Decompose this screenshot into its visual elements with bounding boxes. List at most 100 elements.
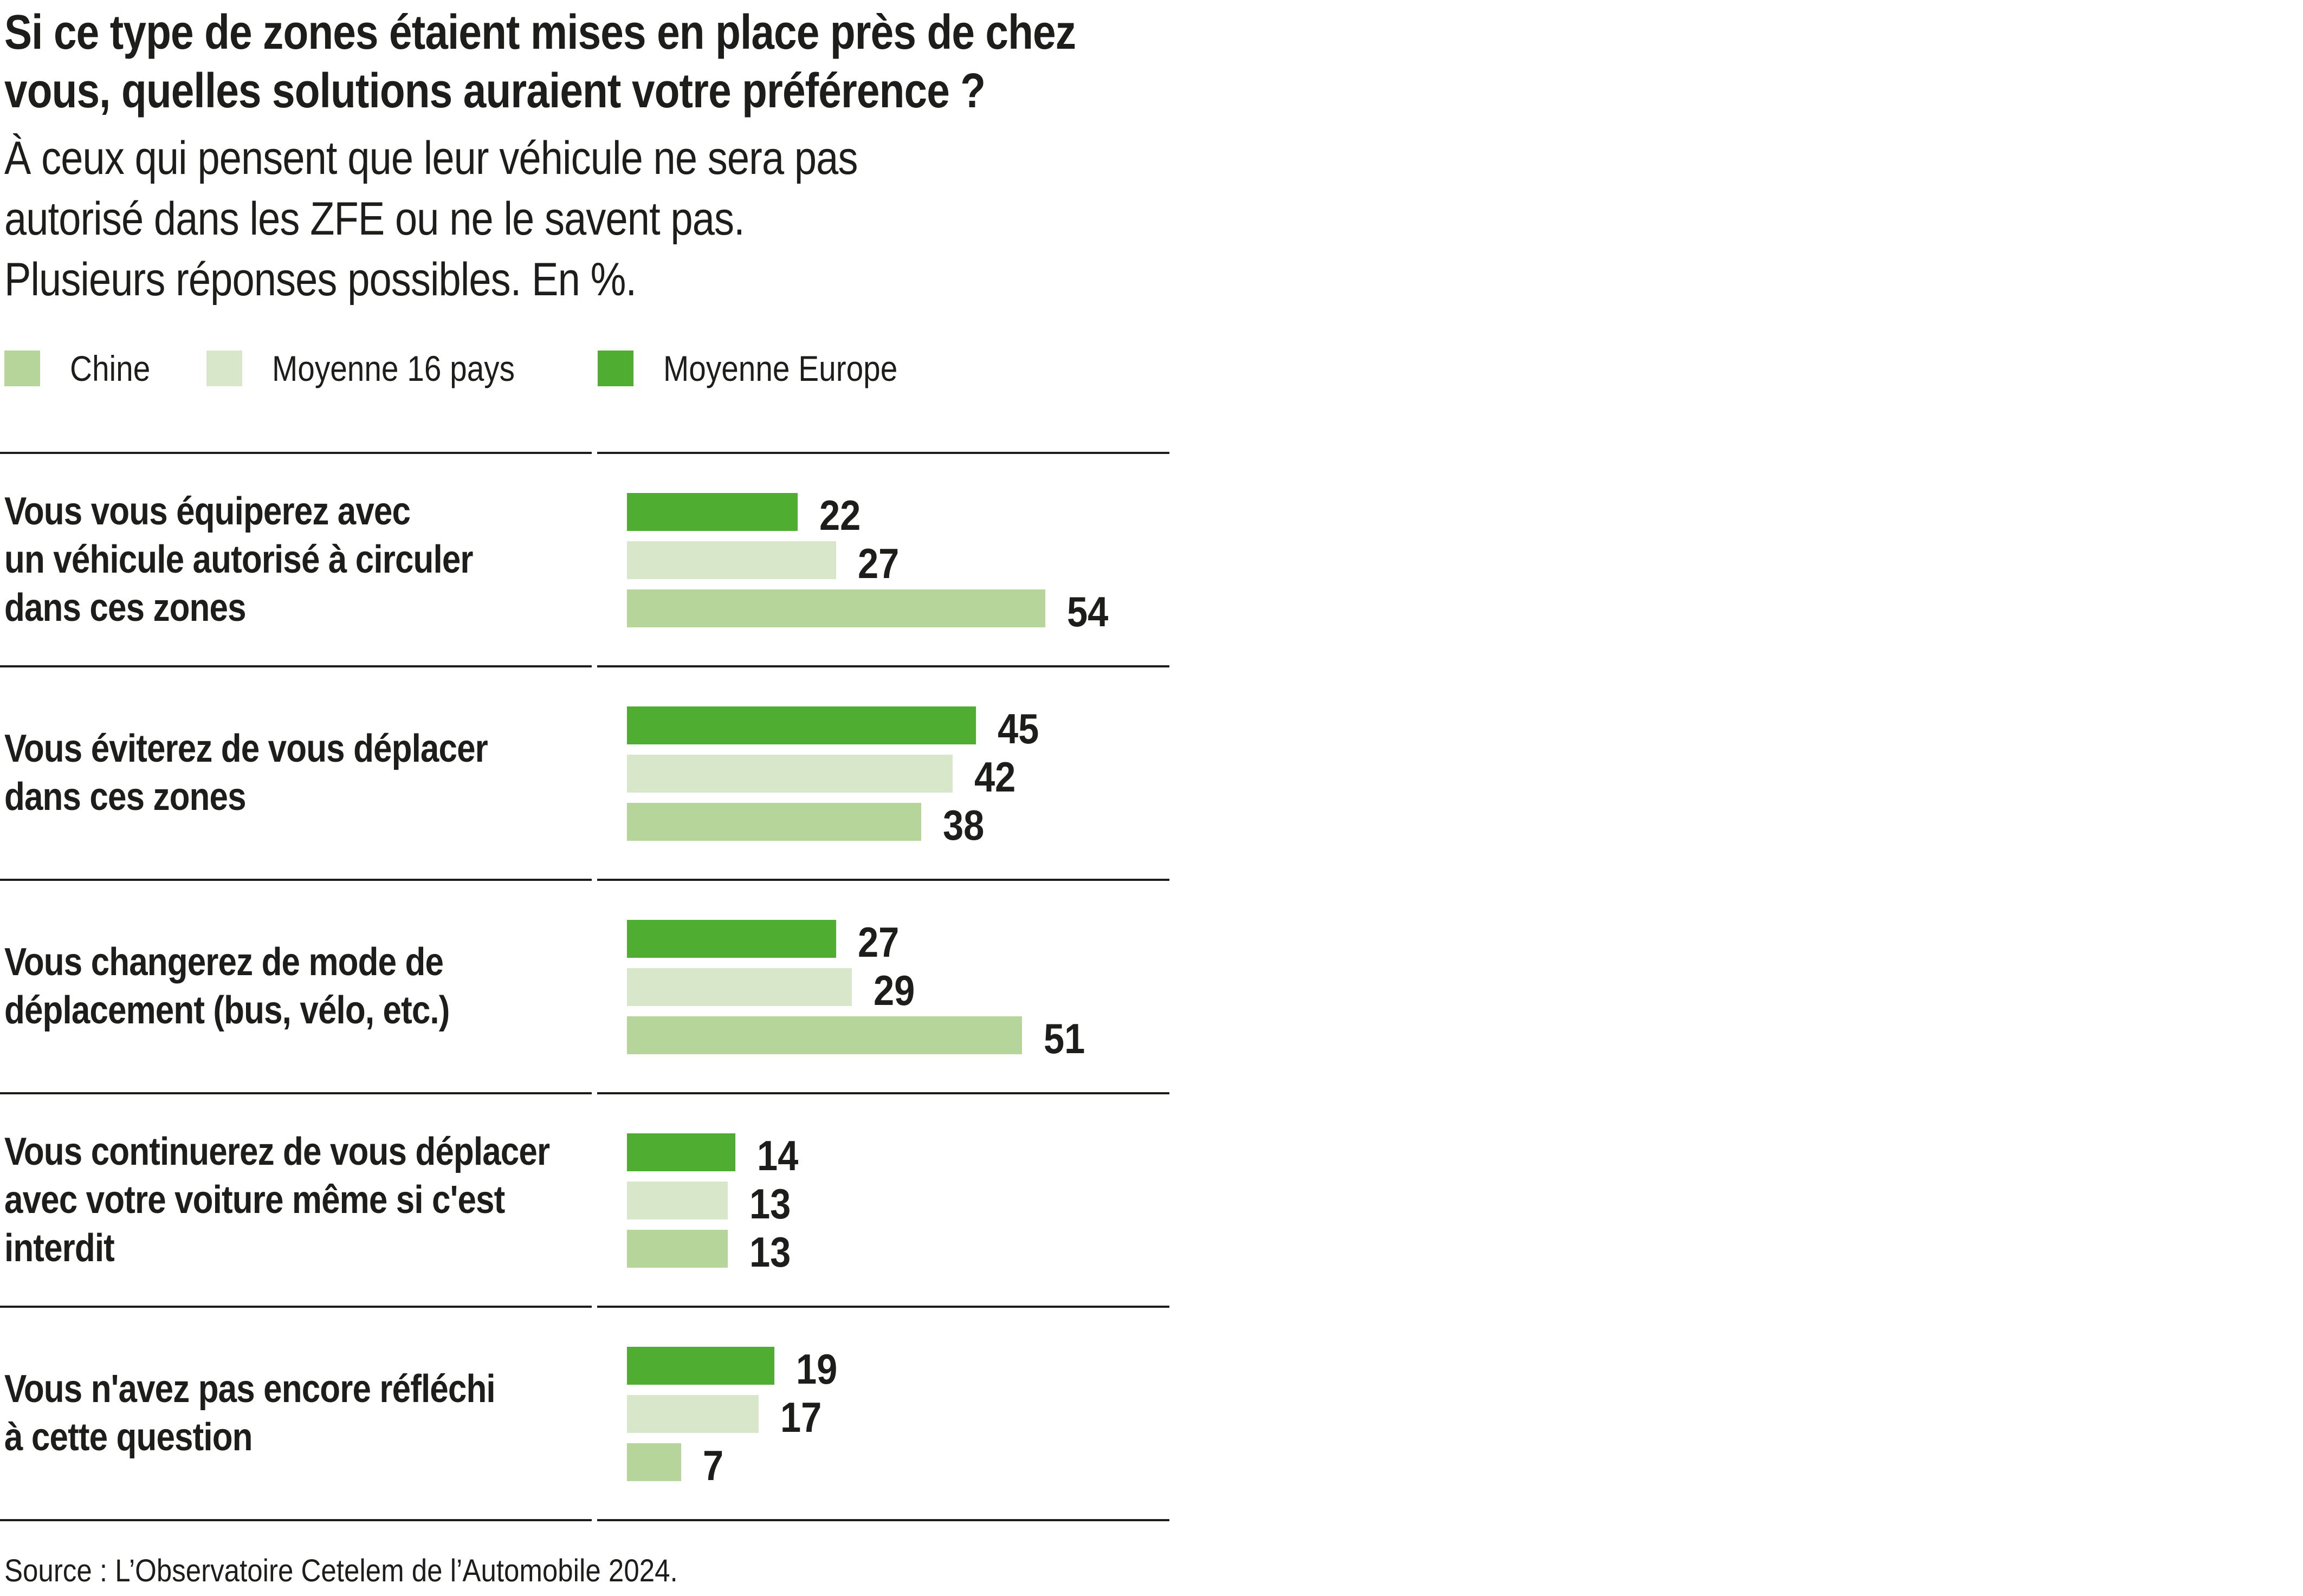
chart-title-line: Si ce type de zones étaient mises en pla… (4, 5, 1076, 60)
bar-value-label: 45 (998, 704, 1039, 752)
bar-row: 45 (627, 705, 1169, 752)
group-row: Vous vous équiperez avec un véhicule auto… (0, 452, 1169, 665)
bar-value-label: 29 (874, 966, 915, 1014)
bar-row: 17 (627, 1393, 1169, 1441)
bar-moyenne-europe (627, 493, 798, 531)
legend-label: Moyenne Europe (663, 348, 898, 388)
group-row: Vous n'avez pas encore réfléchi à cette q… (0, 1306, 1169, 1519)
category-label-line: Vous changerez de mode de (4, 940, 444, 984)
bar-value-label: 7 (703, 1441, 724, 1489)
rule-gap (592, 1092, 597, 1306)
chart-subtitle-line: autorisé dans les ZFE ou ne le savent pa… (4, 193, 745, 245)
group-row: Vous éviterez de vous déplacer dans ces z… (0, 665, 1169, 879)
category-label: Vous vous équiperez avec un véhicule auto… (0, 452, 592, 665)
group-row: Vous continuerez de vous déplacer avec vo… (0, 1092, 1169, 1306)
bar-row: 13 (627, 1228, 1169, 1276)
bottom-rule-segment (597, 1519, 1169, 1521)
bar-moyenne-16-pays (627, 1182, 728, 1219)
bar-value-label: 42 (974, 752, 1016, 801)
rule-gap (592, 1306, 597, 1519)
bar-chine (627, 589, 1045, 627)
source-note: Source : L’Observatoire Cetelem de l’Aut… (4, 1553, 678, 1588)
bar-row: 27 (627, 540, 1169, 587)
category-label: Vous continuerez de vous déplacer avec vo… (0, 1092, 592, 1306)
legend-label: Moyenne 16 pays (272, 348, 515, 388)
category-label-line: Vous continuerez de vous déplacer (4, 1130, 550, 1173)
bar-moyenne-16-pays (627, 541, 836, 579)
legend-item: Chine (4, 348, 163, 389)
legend-item: Moyenne Europe (598, 348, 936, 389)
bar-row: 38 (627, 801, 1169, 849)
legend-swatch-icon (4, 351, 40, 386)
bar-value-label: 13 (749, 1179, 791, 1228)
bottom-rule (0, 1519, 1169, 1521)
bar-row: 29 (627, 966, 1169, 1014)
chart-title: Si ce type de zones étaient mises en pla… (4, 3, 1169, 120)
bar-moyenne-16-pays (627, 968, 852, 1006)
content-column: Si ce type de zones étaient mises en pla… (0, 3, 1169, 1588)
bar-moyenne-europe (627, 1347, 774, 1385)
bar-value-label: 27 (858, 918, 900, 966)
category-label-line: Vous n'avez pas encore réfléchi (4, 1367, 496, 1411)
rule-gap (592, 665, 597, 879)
bar-chart: Vous vous équiperez avec un véhicule auto… (0, 452, 1169, 1521)
category-label-line: dans ces zones (4, 586, 247, 630)
bar-row: 14 (627, 1132, 1169, 1179)
legend: Chine Moyenne 16 pays Moyenne Europe (4, 348, 1169, 389)
legend-item: Moyenne 16 pays (206, 348, 554, 389)
legend-swatch-icon (598, 351, 634, 386)
category-label-line: interdit (4, 1226, 115, 1270)
category-label-line: Vous vous équiperez avec (4, 489, 411, 533)
bar-value-label: 38 (943, 801, 985, 849)
category-label-line: dans ces zones (4, 775, 247, 819)
bar-row: 51 (627, 1015, 1169, 1062)
bar-chine (627, 1230, 728, 1268)
bar-row: 42 (627, 753, 1169, 801)
bar-row: 19 (627, 1345, 1169, 1393)
bar-value-label: 27 (858, 539, 900, 587)
category-label: Vous changerez de mode de déplacement (bu… (0, 879, 592, 1092)
bars: 14 13 13 (597, 1092, 1169, 1306)
bar-value-label: 13 (749, 1228, 791, 1276)
rule-gap (592, 879, 597, 1092)
bar-moyenne-europe (627, 706, 976, 744)
bar-chine (627, 803, 921, 841)
bar-moyenne-europe (627, 920, 836, 958)
category-label: Vous n'avez pas encore réfléchi à cette q… (0, 1306, 592, 1519)
category-label-line: un véhicule autorisé à circuler (4, 537, 474, 581)
bar-moyenne-europe (627, 1133, 735, 1171)
bar-row: 22 (627, 491, 1169, 539)
bar-value-label: 19 (796, 1345, 838, 1393)
bar-moyenne-16-pays (627, 755, 953, 793)
category-label: Vous éviterez de vous déplacer dans ces z… (0, 665, 592, 879)
bar-row: 54 (627, 588, 1169, 635)
rule-gap (592, 452, 597, 665)
bar-value-label: 14 (757, 1131, 799, 1179)
bar-chine (627, 1016, 1022, 1054)
bar-row: 27 (627, 918, 1169, 966)
category-label-line: Vous éviterez de vous déplacer (4, 727, 488, 770)
bars: 45 42 38 (597, 665, 1169, 879)
legend-label: Chine (70, 348, 151, 388)
bars: 22 27 54 (597, 452, 1169, 665)
bar-moyenne-16-pays (627, 1395, 759, 1433)
bottom-rule-segment (592, 1519, 597, 1521)
bar-row: 7 (627, 1442, 1169, 1489)
bar-value-label: 54 (1067, 587, 1109, 635)
chart-subtitle-line: Plusieurs réponses possibles. En %. (4, 254, 637, 306)
category-label-line: déplacement (bus, vélo, etc.) (4, 989, 450, 1032)
bar-value-label: 22 (819, 491, 861, 539)
bars: 27 29 51 (597, 879, 1169, 1092)
category-label-line: avec votre voiture même si c'est (4, 1178, 505, 1222)
legend-swatch-icon (206, 351, 243, 386)
chart-subtitle: À ceux qui pensent que leur véhicule ne … (4, 128, 1169, 310)
bar-row: 13 (627, 1180, 1169, 1228)
bar-value-label: 51 (1044, 1014, 1085, 1062)
chart-subtitle-line: À ceux qui pensent que leur véhicule ne … (4, 132, 858, 184)
bar-value-label: 17 (780, 1393, 822, 1441)
category-label-line: à cette question (4, 1416, 253, 1459)
bars: 19 17 7 (597, 1306, 1169, 1519)
group-row: Vous changerez de mode de déplacement (bu… (0, 879, 1169, 1092)
bar-chine (627, 1443, 681, 1481)
